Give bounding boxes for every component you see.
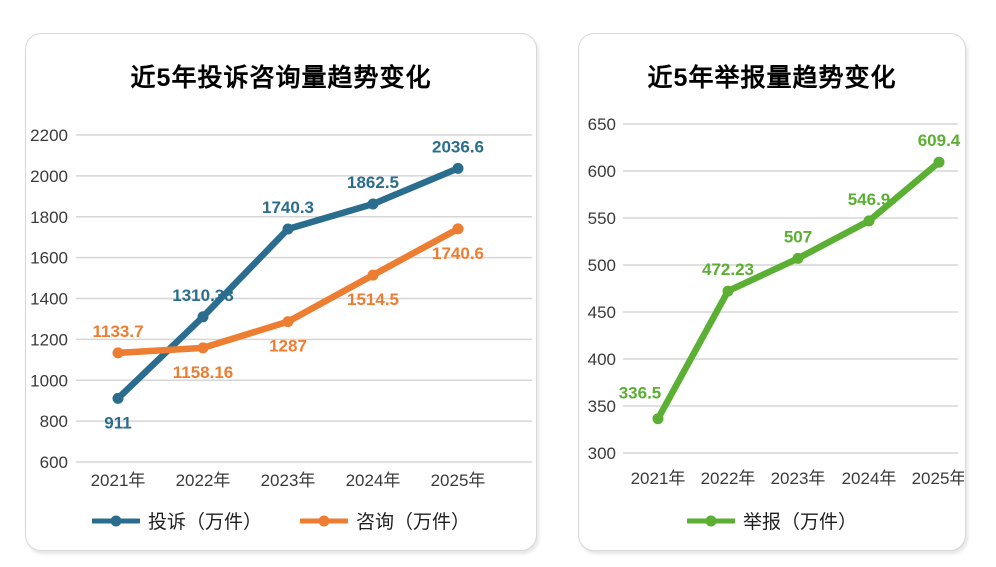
x-category-label: 2022年 (701, 469, 756, 488)
legend-dot-icon (110, 515, 122, 526)
x-category-label: 2023年 (261, 471, 316, 490)
series-line-0 (654, 158, 943, 422)
y-tick-label: 550 (588, 209, 616, 228)
legend-dot-icon (705, 515, 717, 526)
data-point (197, 311, 209, 323)
series-line-1 (114, 225, 462, 357)
y-tick-label: 600 (40, 453, 68, 472)
data-point (652, 413, 664, 425)
x-category-label: 2025年 (912, 469, 964, 488)
data-label: 1287 (269, 337, 307, 356)
x-category-label: 2025年 (431, 471, 486, 490)
reports-chart-panel: 650 600 550 500 450 400 350 300 2021年 2022年 2023年 2… (578, 33, 966, 551)
data-label: 911 (104, 413, 131, 432)
y-tick-label: 300 (588, 444, 616, 463)
data-label: 2036.6 (432, 137, 484, 156)
legend-label: 投诉（万件） (147, 512, 262, 533)
data-point (367, 269, 379, 281)
x-category-label: 2021年 (631, 469, 686, 488)
complaints-consultations-chart-panel: 2200 2000 1800 1600 1400 1200 1000 800 600 2021年 2… (25, 33, 537, 551)
legend-item-0: 投诉（万件） (91, 507, 262, 534)
x-category-label: 2021年 (91, 471, 146, 490)
y-tick-label: 1800 (30, 208, 68, 227)
data-label: 507 (784, 227, 812, 246)
data-point (112, 392, 124, 404)
x-category-label: 2024年 (346, 471, 401, 490)
y-tick-label: 350 (588, 397, 616, 416)
chart-title: 近5年举报量趋势变化 (647, 64, 897, 92)
data-label: 336.5 (619, 384, 662, 403)
data-label: 609.4 (918, 131, 961, 150)
data-point (367, 198, 379, 210)
data-point (282, 316, 294, 328)
data-label: 1862.5 (347, 173, 399, 192)
y-tick-label: 1200 (30, 330, 68, 349)
legend-item-0: 举报（万件） (686, 507, 857, 534)
y-tick-label: 2000 (30, 167, 68, 186)
y-tick-label: 600 (588, 162, 616, 181)
y-tick-label: 1600 (30, 249, 68, 268)
data-point (452, 223, 464, 235)
y-tick-label: 1000 (30, 371, 68, 390)
data-point (197, 342, 209, 354)
y-tick-label: 2200 (30, 126, 68, 145)
data-label: 1310.38 (172, 286, 233, 305)
legend-line-marker-icon (686, 515, 735, 526)
y-tick-label: 400 (588, 350, 616, 369)
data-point (933, 156, 945, 168)
x-category-label: 2024年 (842, 469, 897, 488)
y-tick-label: 450 (588, 303, 616, 322)
data-point (722, 285, 734, 297)
data-label: 1158.16 (173, 363, 234, 382)
y-tick-label: 800 (40, 412, 68, 431)
data-point (792, 252, 804, 264)
chart-title: 近5年投诉咨询量趋势变化 (130, 64, 432, 92)
data-point (282, 223, 294, 235)
complaints-consultations-chart: 2200 2000 1800 1600 1400 1200 1000 800 600 2021年 2… (30, 126, 532, 490)
legend-line-marker-icon (91, 515, 140, 526)
data-label: 1740.3 (262, 198, 314, 217)
data-label: 1514.5 (347, 290, 399, 309)
x-category-label: 2022年 (176, 471, 231, 490)
data-label: 472.23 (702, 260, 754, 279)
x-category-label: 2023年 (771, 469, 826, 488)
legend-line-marker-icon (300, 515, 348, 526)
data-point (863, 215, 875, 227)
chart-legend: 投诉（万件） 咨询（万件） (26, 507, 536, 534)
legend-label: 咨询（万件） (356, 512, 471, 533)
legend-dot-icon (318, 515, 330, 526)
data-point (452, 162, 464, 174)
y-tick-label: 500 (588, 256, 616, 275)
data-point (112, 347, 124, 359)
data-label: 1740.6 (432, 244, 484, 263)
reports-chart: 650 600 550 500 450 400 350 300 2021年 2022年 2023年 2… (588, 115, 964, 488)
chart-legend: 举报（万件） (579, 507, 965, 534)
legend-label: 举报（万件） (742, 512, 857, 533)
y-tick-label: 650 (588, 115, 616, 134)
data-label: 1133.7 (92, 322, 143, 341)
legend-item-1: 咨询（万件） (300, 507, 470, 534)
data-label: 546.9 (848, 190, 891, 209)
y-tick-label: 1400 (30, 290, 68, 309)
